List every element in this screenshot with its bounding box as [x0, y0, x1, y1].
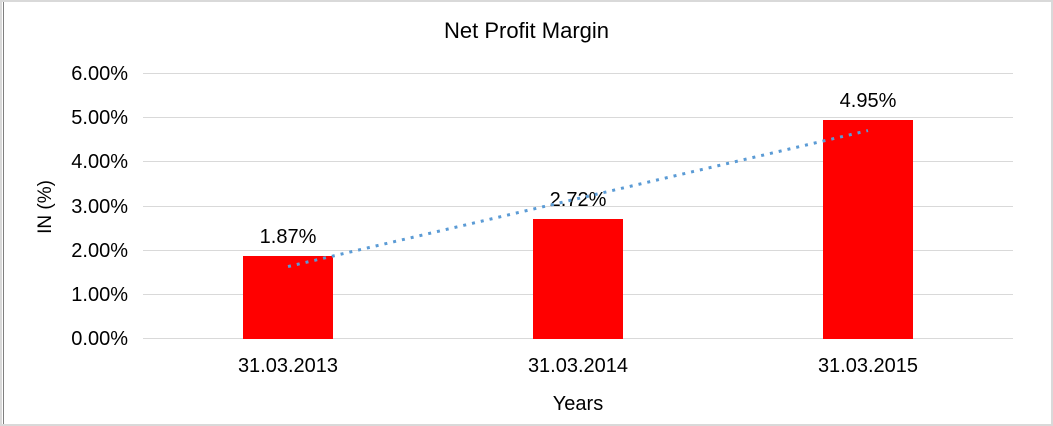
x-category-label: 31.03.2015 — [817, 355, 919, 377]
gridline — [143, 73, 1013, 74]
x-axis-title: Years — [552, 393, 604, 415]
bar-31.03.2014[interactable] — [533, 218, 623, 339]
x-category-label: 31.03.2013 — [237, 355, 339, 377]
x-category-label: 31.03.2014 — [527, 355, 629, 377]
data-label: 4.95% — [839, 90, 897, 113]
gridline — [143, 117, 1013, 119]
y-tick-label: 0.00% — [71, 328, 128, 350]
y-tick-label: 6.00% — [71, 63, 128, 85]
y-tick-label: 1.00% — [71, 283, 128, 306]
data-label: 2.72% — [549, 188, 607, 211]
bar-31.03.2013[interactable] — [243, 256, 333, 339]
chart-title: Net Profit Margin — [443, 18, 610, 43]
y-tick-label: 4.00% — [71, 151, 128, 174]
y-tick-label: 2.00% — [71, 239, 128, 262]
y-tick-label: 3.00% — [71, 195, 128, 218]
data-label: 1.87% — [259, 226, 317, 249]
y-tick-label: 5.00% — [71, 107, 128, 130]
bar-31.03.2015[interactable] — [823, 120, 913, 339]
